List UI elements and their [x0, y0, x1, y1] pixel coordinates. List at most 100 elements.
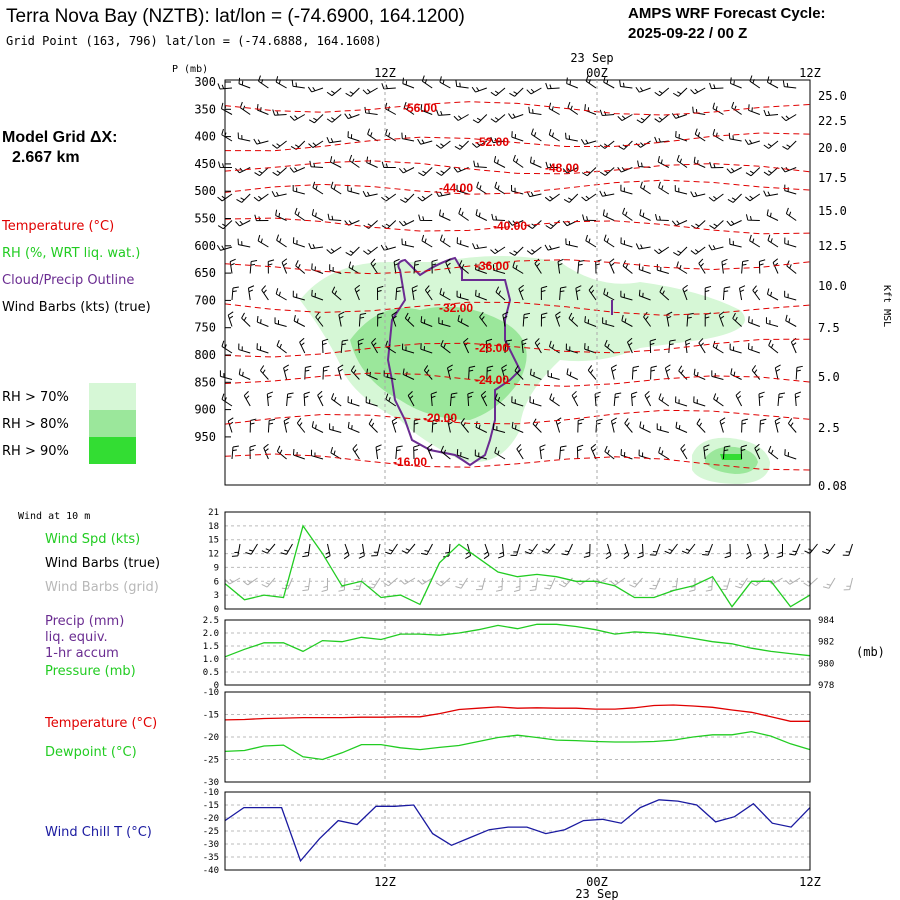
wind-barb	[547, 370, 560, 380]
wind-barb	[744, 139, 760, 146]
wind-barb-grid	[383, 577, 398, 587]
wind-barb	[217, 83, 233, 90]
wind-barb	[602, 209, 615, 221]
wind-barb	[790, 337, 797, 354]
wind-barb	[509, 246, 524, 256]
wind-barb-true	[842, 543, 853, 556]
legend-wind-barbs: Wind Barbs (kts) (true)	[2, 300, 151, 315]
wind-barb	[529, 368, 542, 380]
temp-tick-label: -10	[203, 688, 219, 698]
wind-barb	[571, 390, 579, 407]
cloud-outline	[386, 256, 522, 467]
wind-barb	[559, 286, 567, 301]
legend-wind-barbs-true: Wind Barbs (true)	[45, 556, 160, 571]
wind-barb-true	[280, 543, 293, 555]
wind-barb-true	[261, 543, 276, 554]
wind-barb-true	[664, 543, 678, 554]
pressure-tick-label: 800	[194, 348, 216, 362]
wind-barbs-true-row	[231, 543, 853, 560]
precip-tick-label: 0	[214, 681, 219, 691]
wind-barb	[381, 193, 397, 202]
wind-barb	[292, 237, 305, 248]
wind-barb	[348, 261, 360, 274]
wind-barb-true	[623, 543, 630, 560]
temperature-contour-label: -16.00	[393, 455, 427, 469]
wind-barb	[544, 193, 560, 202]
wind-barb	[674, 185, 688, 195]
bottom-tick-label: 12Z	[374, 875, 396, 889]
wind-barb	[380, 244, 396, 251]
wind-barb	[326, 87, 342, 97]
forecast-cycle-label: AMPS WRF Forecast Cycle:	[628, 5, 826, 22]
wind-barb	[424, 285, 433, 301]
wind-barb	[398, 220, 415, 227]
height-tick-label: 2.5	[818, 421, 840, 435]
wind-barb	[229, 258, 236, 274]
wind-barb	[532, 418, 542, 433]
wind-barb	[272, 167, 287, 176]
wind-barb	[508, 220, 524, 226]
time-height-panel: -56.00 -52.00 -48.00 -44.00 -40.00 -36.00 -32.…	[194, 75, 892, 493]
wind-barb	[727, 193, 742, 203]
wind-barb	[581, 193, 597, 202]
precip-tick-label: 1.0	[203, 655, 219, 665]
wind-chill-tick-label: -35	[203, 853, 219, 863]
precip-tick-label: 0.5	[203, 668, 219, 678]
wind-barb	[545, 161, 560, 169]
pressure-tick-label: 550	[194, 212, 216, 226]
wind-barb	[491, 213, 506, 221]
wind-barb	[794, 391, 802, 407]
wind-tick-label: 9	[214, 563, 219, 573]
wind-barb	[292, 448, 305, 460]
temperature-contour-label: -44.00	[439, 181, 473, 195]
legend-wind-speed: Wind Spd (kts)	[45, 532, 140, 547]
wind-barb	[620, 184, 633, 195]
wind-barb	[384, 102, 397, 115]
wind-barb	[289, 114, 306, 121]
wind-barb	[292, 184, 305, 195]
wind-barb	[784, 184, 797, 195]
wind-barb	[529, 156, 542, 168]
wind-barb-true	[302, 543, 311, 558]
wind-barb	[430, 391, 437, 407]
wind-barb	[501, 364, 508, 380]
wind-barb	[613, 392, 622, 407]
height-tick-label: 0.08	[818, 479, 847, 493]
wind-barb	[512, 154, 524, 168]
temperature-contour-label: -52.00	[475, 135, 509, 149]
wind-barb	[575, 285, 582, 301]
height-tick-label: 22.5	[818, 114, 847, 128]
wind-barb	[227, 417, 234, 433]
wind-barb	[344, 113, 360, 120]
wind-barb	[577, 418, 585, 433]
wind-barb	[439, 76, 451, 89]
temperature-contour	[224, 453, 811, 471]
wind-barb	[622, 207, 633, 221]
wind-barb	[675, 131, 688, 142]
wind-barb-grid	[610, 577, 626, 586]
wind-barb	[275, 209, 287, 221]
wind-barb-grid	[242, 577, 258, 586]
wind-barb	[565, 343, 578, 354]
wind-tick-label: 6	[214, 577, 219, 587]
wind-barb	[566, 77, 578, 89]
temperature-contour	[224, 259, 811, 275]
wind-barb	[474, 449, 487, 460]
dewpoint-line	[224, 730, 811, 761]
wind-barb	[584, 104, 597, 115]
wind-barb-true	[371, 543, 381, 557]
wind-barb	[311, 263, 324, 274]
wind-barb	[777, 392, 786, 407]
wind-barb-grid	[417, 577, 433, 585]
pressure-tick-label: 300	[194, 75, 216, 89]
wind-barb-grid	[803, 577, 818, 587]
precip-tick-label: 2.5	[203, 616, 219, 626]
wind-barb	[659, 286, 670, 301]
wind-barb	[347, 131, 360, 142]
height-tick-label: 15.0	[818, 204, 847, 218]
wind-barb	[293, 315, 306, 327]
wind-barb	[502, 311, 509, 327]
wind-barb	[455, 80, 469, 89]
wind-barb	[565, 238, 578, 248]
